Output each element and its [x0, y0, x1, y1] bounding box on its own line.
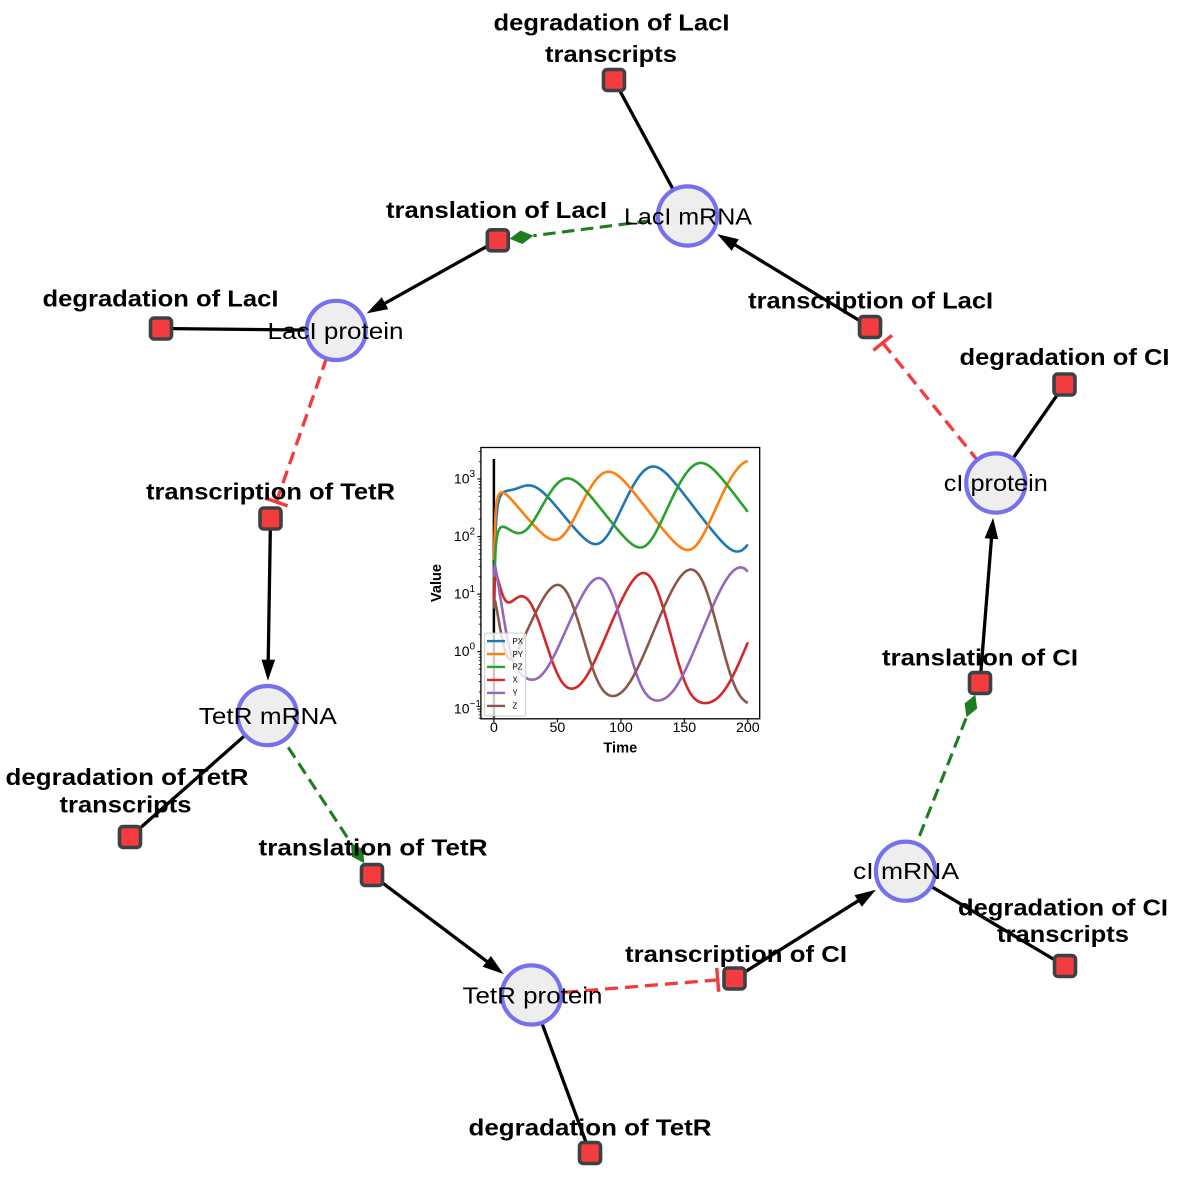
svg-text:transcripts: transcripts [997, 921, 1129, 947]
svg-text:2: 2 [470, 527, 476, 538]
svg-text:Value: Value [429, 564, 445, 602]
svg-text:0: 0 [470, 642, 476, 653]
svg-text:10: 10 [454, 528, 470, 544]
svg-text:10: 10 [454, 471, 470, 487]
svg-text:transcription of CI: transcription of CI [625, 941, 847, 967]
svg-text:50: 50 [550, 720, 566, 736]
svg-text:translation of TetR: translation of TetR [259, 835, 488, 861]
svg-text:degradation of CI: degradation of CI [958, 895, 1168, 921]
svg-text:Z: Z [513, 702, 518, 711]
svg-text:100: 100 [609, 720, 633, 736]
svg-text:degradation of CI: degradation of CI [960, 344, 1170, 370]
svg-text:cI protein: cI protein [944, 470, 1048, 496]
svg-text:LacI protein: LacI protein [268, 318, 404, 344]
svg-text:PY: PY [513, 650, 524, 659]
svg-text:1: 1 [470, 584, 476, 595]
svg-text:−1: −1 [470, 699, 482, 710]
svg-text:Time: Time [603, 741, 637, 757]
svg-text:LacI mRNA: LacI mRNA [624, 203, 752, 229]
svg-text:10: 10 [454, 643, 470, 659]
svg-text:transcription of LacI: transcription of LacI [748, 287, 993, 313]
svg-text:translation of LacI: translation of LacI [386, 197, 607, 223]
svg-text:3: 3 [470, 469, 476, 480]
svg-text:10: 10 [454, 586, 470, 602]
svg-text:Y: Y [513, 689, 519, 698]
svg-text:TetR protein: TetR protein [463, 982, 603, 1008]
svg-text:degradation of LacI: degradation of LacI [494, 10, 730, 36]
svg-text:transcription of TetR: transcription of TetR [146, 479, 395, 505]
svg-text:0: 0 [490, 720, 498, 736]
svg-text:150: 150 [672, 720, 696, 736]
svg-text:TetR mRNA: TetR mRNA [199, 703, 337, 729]
svg-text:degradation of LacI: degradation of LacI [43, 286, 279, 312]
svg-text:degradation of TetR: degradation of TetR [6, 764, 249, 790]
svg-text:X: X [513, 676, 519, 685]
svg-text:translation of CI: translation of CI [882, 645, 1078, 671]
svg-text:degradation of TetR: degradation of TetR [469, 1114, 712, 1140]
svg-text:200: 200 [736, 720, 760, 736]
svg-text:PX: PX [513, 637, 524, 646]
svg-text:cI mRNA: cI mRNA [853, 858, 959, 884]
svg-text:transcripts: transcripts [60, 791, 192, 817]
svg-text:transcripts: transcripts [545, 41, 677, 67]
svg-text:10: 10 [454, 701, 470, 717]
svg-text:PZ: PZ [513, 663, 523, 672]
